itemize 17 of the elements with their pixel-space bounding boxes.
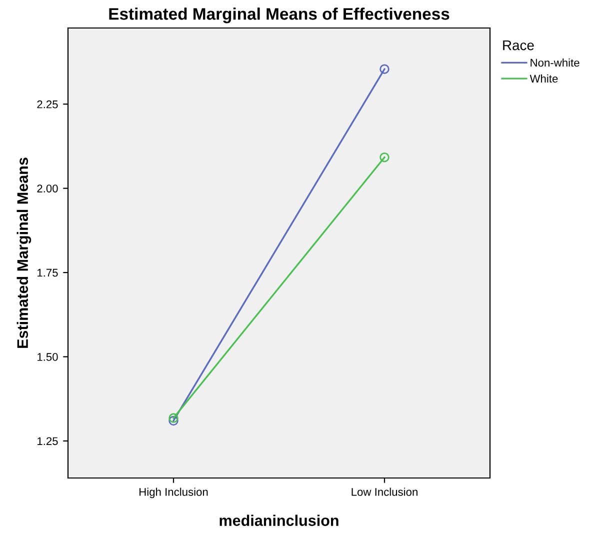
point xyxy=(168,416,178,426)
chart-title: Estimated Marginal Means of Effectiveness xyxy=(109,8,450,24)
point xyxy=(168,413,178,423)
x-axis-title: medianinclusion xyxy=(220,514,338,526)
y-tick-label: 1.75 xyxy=(38,268,58,277)
legend-label: White xyxy=(530,74,558,83)
y-tick-label: 1.50 xyxy=(38,353,58,361)
y-axis-title: Estimated Marginal Means xyxy=(16,158,32,348)
point xyxy=(380,64,390,74)
y-tick-label: 2.25 xyxy=(37,100,58,108)
y-tick-label: 1.25 xyxy=(38,437,58,446)
legend-title: Race xyxy=(503,40,534,50)
x-tick-label: High Inclusion xyxy=(140,488,208,498)
x-tick-label: Low Inclusion xyxy=(352,488,418,496)
point xyxy=(380,152,390,162)
y-tick-label: 2.00 xyxy=(37,184,58,192)
legend-label: Non-white xyxy=(530,58,580,67)
